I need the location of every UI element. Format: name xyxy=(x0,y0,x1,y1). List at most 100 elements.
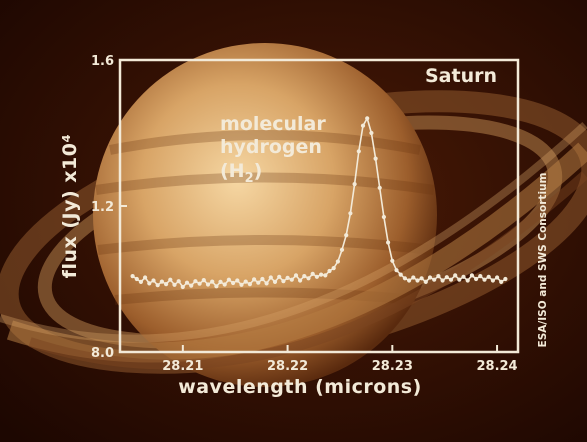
data-point xyxy=(214,284,219,289)
y-tick-label: 1.6 xyxy=(91,54,114,69)
annotation-line1: molecular xyxy=(220,113,326,135)
annotation-subscript: 2 xyxy=(245,171,254,186)
data-point xyxy=(314,274,319,279)
x-tick-label: 28.21 xyxy=(162,359,203,374)
data-point xyxy=(193,279,198,284)
data-point xyxy=(436,274,441,279)
data-point xyxy=(319,272,324,277)
data-point xyxy=(419,276,424,281)
data-point xyxy=(444,275,449,280)
data-point xyxy=(360,123,366,128)
data-point xyxy=(369,130,374,136)
data-point xyxy=(218,279,223,284)
data-point xyxy=(407,278,412,283)
data-point xyxy=(210,279,215,284)
data-point xyxy=(277,274,282,279)
data-point xyxy=(323,273,328,278)
data-point xyxy=(402,276,407,281)
data-point xyxy=(226,277,231,282)
data-point xyxy=(289,277,294,282)
data-point xyxy=(260,276,265,282)
y-tick-label: 1.2 xyxy=(91,200,114,215)
data-point xyxy=(478,274,483,279)
data-point xyxy=(205,282,211,287)
data-point xyxy=(381,214,386,220)
data-point xyxy=(164,282,169,287)
data-point xyxy=(281,279,286,284)
data-point xyxy=(176,279,181,284)
planet-label: Saturn xyxy=(425,65,497,87)
data-point xyxy=(486,274,491,279)
data-point xyxy=(415,278,420,283)
data-point xyxy=(331,266,336,271)
annotation-line3-open: (H xyxy=(220,160,245,182)
data-point xyxy=(457,277,462,282)
data-point xyxy=(143,275,148,280)
data-point xyxy=(134,276,139,282)
data-point xyxy=(335,259,340,264)
data-point xyxy=(495,275,500,280)
data-point xyxy=(482,277,487,282)
data-point xyxy=(306,276,311,281)
y-axis-title: flux (Jy) x10⁴ xyxy=(59,134,81,279)
data-point xyxy=(239,282,244,287)
data-point xyxy=(197,281,202,286)
credit-text: ESA/ISO and SWS Consortium xyxy=(537,172,549,347)
data-point xyxy=(469,273,474,278)
x-tick-label: 28.23 xyxy=(372,359,413,374)
data-point xyxy=(310,271,315,276)
data-point xyxy=(247,282,252,287)
data-point xyxy=(243,279,248,284)
annotation-line2: hydrogen xyxy=(220,136,322,158)
data-point xyxy=(298,278,303,283)
data-point xyxy=(427,275,433,280)
data-point xyxy=(411,275,416,280)
data-point xyxy=(180,284,185,290)
data-point xyxy=(252,277,257,282)
data-point xyxy=(503,276,508,282)
data-point xyxy=(151,278,156,283)
data-point xyxy=(365,116,370,121)
data-point xyxy=(222,282,227,287)
annotation-line3: (H2) xyxy=(220,160,262,186)
data-point xyxy=(373,156,378,161)
data-point xyxy=(344,233,349,238)
data-point xyxy=(432,277,437,282)
data-point xyxy=(268,275,273,280)
y-tick-label: 8.0 xyxy=(91,346,114,361)
data-point xyxy=(474,276,479,282)
data-point xyxy=(159,279,164,284)
data-point xyxy=(499,279,504,284)
data-point xyxy=(147,281,152,286)
annotation-line3-close: ) xyxy=(254,160,263,182)
data-point xyxy=(390,258,395,263)
data-point xyxy=(327,268,332,274)
data-point xyxy=(423,279,428,284)
data-point xyxy=(130,274,135,279)
data-point xyxy=(453,273,458,278)
data-point xyxy=(339,247,345,252)
data-point xyxy=(138,279,143,284)
x-tick-label: 28.24 xyxy=(476,359,517,374)
data-point xyxy=(272,279,278,284)
data-point xyxy=(377,185,382,190)
data-point xyxy=(189,283,194,288)
chart-marks: 28.21 28.22 28.23 28.24 8.0 1.2 1.6 xyxy=(91,54,518,374)
data-point xyxy=(293,273,299,278)
data-point xyxy=(184,280,190,285)
data-point xyxy=(285,275,290,280)
data-point xyxy=(490,278,495,283)
data-point xyxy=(264,281,269,286)
data-point xyxy=(155,283,160,288)
data-point xyxy=(231,280,236,286)
x-axis-title: wavelength (microns) xyxy=(178,376,422,398)
data-point xyxy=(201,278,206,283)
data-point xyxy=(440,278,445,283)
x-tick-label: 28.22 xyxy=(267,359,308,374)
data-point xyxy=(302,274,307,279)
data-point xyxy=(465,278,470,283)
data-point xyxy=(356,149,361,154)
